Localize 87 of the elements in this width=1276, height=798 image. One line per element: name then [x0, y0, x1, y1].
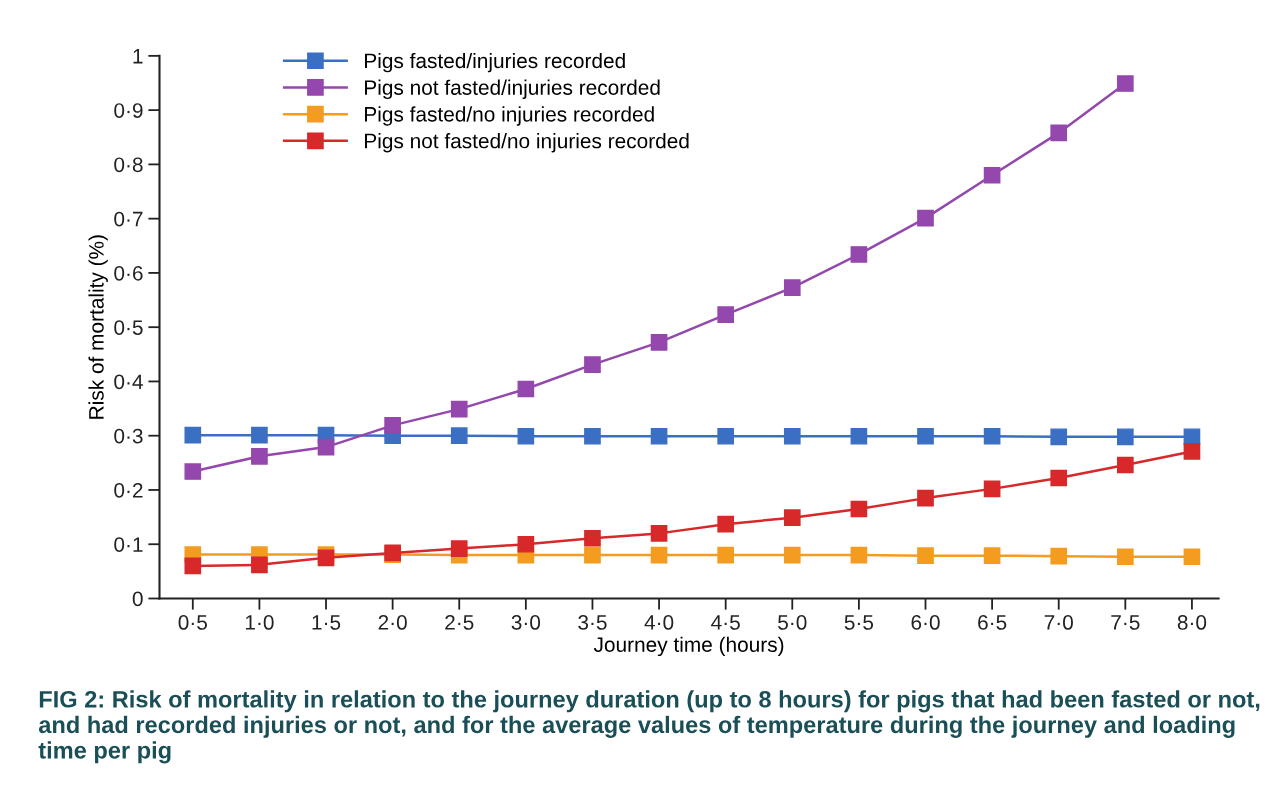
point	[1116, 456, 1134, 474]
point	[850, 500, 868, 518]
x-tick-label: 6·0	[911, 615, 940, 630]
point	[450, 540, 468, 557]
x-tick-label: 1·5	[312, 615, 341, 630]
point	[1116, 75, 1134, 92]
x-tick-label: 0·5	[178, 615, 207, 630]
point	[783, 546, 801, 564]
point	[1050, 124, 1068, 142]
point	[983, 427, 1001, 445]
x-tick-label: 3·5	[578, 615, 607, 630]
point	[1183, 443, 1201, 460]
point	[184, 463, 202, 480]
point	[184, 426, 202, 444]
point	[917, 489, 934, 507]
point	[450, 400, 468, 418]
point	[1183, 548, 1201, 566]
point	[983, 480, 1001, 498]
point	[584, 529, 601, 547]
point	[1050, 547, 1068, 565]
point	[1116, 428, 1134, 446]
point	[1116, 548, 1134, 566]
x-tick-label: 7·0	[1044, 615, 1073, 630]
legend-label: Pigs not fasted/no injuries recorded	[365, 133, 689, 153]
caption: FIG 2: Risk of mortality in relation to the journey duration (up to 8 hours) for pigs that had been fasted or not, and had recorded injuries or not, and for the average values of temperature during the journey and loading time per pig	[38, 690, 1260, 764]
point	[251, 556, 268, 574]
y-tick-label: 0·2	[114, 482, 143, 498]
point	[717, 306, 735, 324]
point	[184, 557, 202, 575]
point	[517, 427, 535, 445]
x-tick-label: 6·5	[978, 615, 1007, 630]
x-tick-label: 3·0	[511, 615, 541, 630]
legend-label: Pigs fasted/no injuries recorded	[365, 106, 654, 126]
x-axis-title: Journey time (hours)	[593, 636, 784, 657]
y-tick-label: 0·3	[114, 428, 143, 444]
y-tick-label: 0	[132, 591, 143, 607]
point	[317, 438, 335, 456]
point	[251, 447, 268, 465]
legend-label: Pigs not fasted/injuries recorded	[365, 79, 660, 100]
point	[850, 546, 868, 564]
point	[850, 427, 868, 445]
point	[650, 525, 668, 542]
x-tick-label: 1·0	[245, 615, 274, 630]
y-tick-label: 0·6	[114, 265, 143, 281]
point	[917, 427, 934, 445]
point	[517, 380, 535, 398]
point	[517, 535, 535, 553]
y-tick-label: 0·4	[114, 374, 143, 390]
point	[584, 546, 601, 564]
point	[584, 356, 601, 373]
point	[850, 246, 868, 263]
y-tick-label: 0·1	[114, 537, 143, 552]
point	[384, 417, 401, 434]
point	[717, 515, 735, 533]
x-tick-label: 5·5	[844, 615, 874, 630]
y-tick-label: 0·8	[114, 157, 143, 173]
point	[1050, 469, 1068, 487]
point	[783, 279, 801, 296]
point	[717, 546, 735, 564]
x-tick-label: 4·0	[644, 615, 674, 630]
point	[584, 427, 601, 445]
x-tick-label: 2·0	[378, 615, 407, 630]
y-tick-label: 0·5	[114, 320, 143, 335]
point	[917, 547, 934, 564]
x-tick-label: 7·5	[1111, 615, 1140, 630]
point	[983, 547, 1001, 564]
point	[717, 427, 735, 445]
x-tick-label: 5·0	[778, 615, 807, 630]
point	[650, 427, 668, 445]
y-tick-label: 1	[133, 49, 143, 64]
point	[1050, 428, 1068, 446]
y-axis-title: Risk of mortality (%)	[88, 235, 108, 419]
point	[450, 427, 468, 445]
y-tick-label: 0·7	[114, 211, 143, 227]
point	[251, 426, 268, 444]
point	[650, 334, 668, 351]
x-tick-label: 8·0	[1177, 615, 1207, 630]
x-tick-label: 4·5	[711, 615, 740, 630]
x-tick-label: 2·5	[445, 615, 474, 630]
point	[983, 166, 1001, 184]
y-tick-label: 0·9	[114, 103, 143, 118]
point	[650, 546, 668, 564]
point	[317, 549, 335, 567]
legend-label: Pigs fasted/injuries recorded	[365, 52, 625, 73]
point	[917, 209, 934, 227]
point	[783, 427, 801, 445]
point	[783, 509, 801, 526]
